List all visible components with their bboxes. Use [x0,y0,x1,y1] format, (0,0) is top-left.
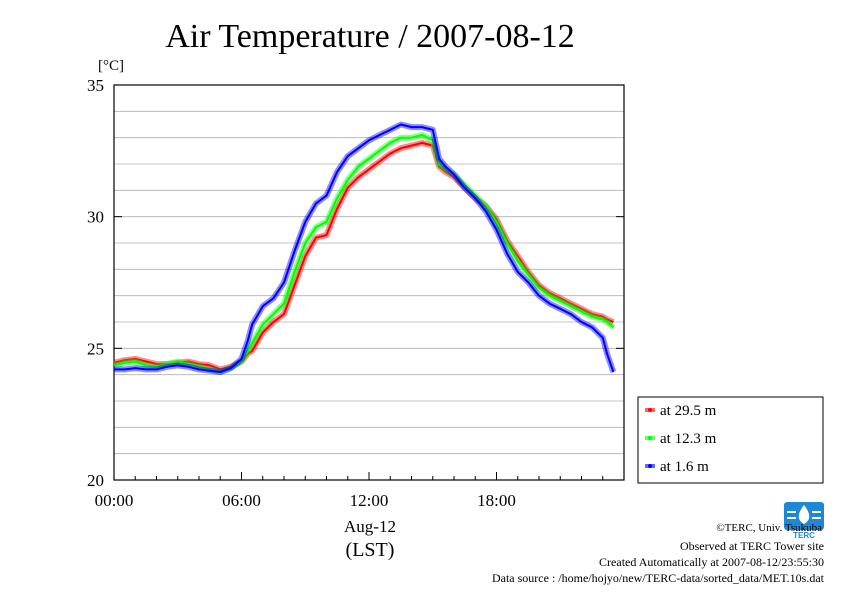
legend-marker [648,464,652,468]
series-layer [113,121,617,375]
legend-box [637,396,824,484]
legend-marker [648,436,652,440]
legend-marker [648,408,652,412]
x-axis: 00:00 06:00 12:00 18:00 [95,472,625,510]
series-line-0 [113,141,614,371]
legend-label: at 1.6 m [660,459,709,475]
created-at-text: Created Automatically at 2007-08-12/23:5… [599,555,824,569]
logo-text: TERC [793,531,815,540]
terc-logo: TERC [784,502,824,540]
grid-lines [114,110,624,455]
series-line-2 [114,123,615,373]
legend: at 29.5 m at 12.3 m at 1.6 m [637,396,824,484]
plot-frame [113,84,625,481]
copyright-text: ©TERC, Univ. Tsukuba [716,522,822,534]
data-source-text: Data source : /home/hojyo/new/TERC-data/… [492,571,825,585]
y-tick-label: 25 [87,339,104,358]
chart-title: Air Temperature / 2007-08-12 [165,18,575,55]
series-halo-0 [113,139,615,373]
y-tick-label: 30 [87,208,104,227]
x-tick-label: 00:00 [95,491,134,510]
logo-wave-icon [787,511,821,519]
x-tick-label: 12:00 [350,491,389,510]
x-tick-label: 18:00 [477,491,516,510]
logo-drop-icon [798,505,810,524]
y-axis-unit-label: [°C] [98,58,124,74]
x-axis-date-label: Aug-12 [344,517,396,536]
series-line-1 [113,134,615,373]
y-tick-label: 35 [87,76,104,95]
x-tick-label: 06:00 [222,491,261,510]
y-tick-label: 20 [87,471,104,490]
legend-label: at 29.5 m [660,403,717,419]
observed-at-text: Observed at TERC Tower site [680,539,824,553]
legend-label: at 12.3 m [660,431,717,447]
x-axis-timezone-label: (LST) [346,539,395,561]
y-axis: 20 25 30 35 [87,76,624,490]
